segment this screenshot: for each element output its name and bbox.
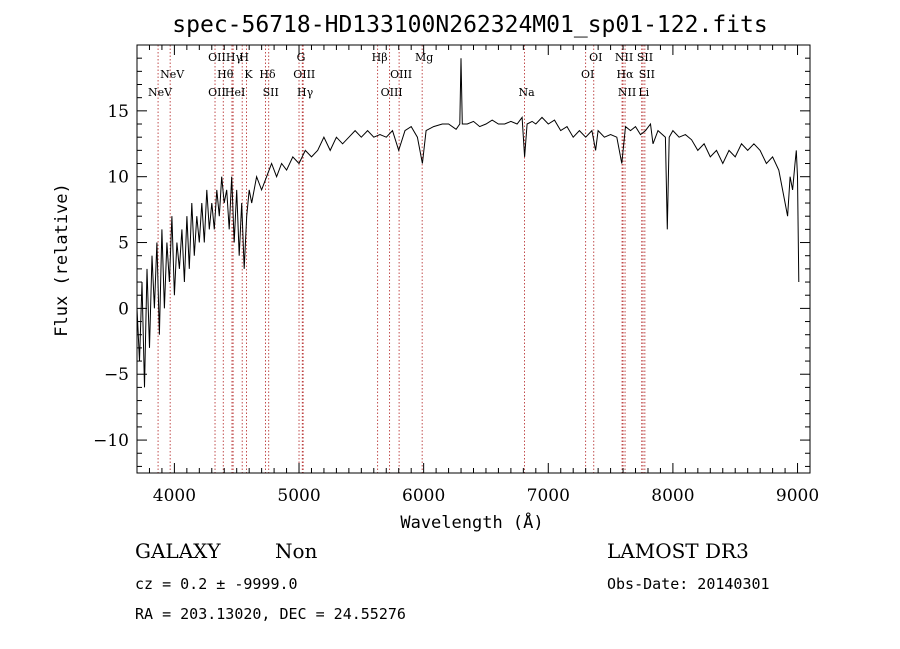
x-tick-label: 4000 [153,486,196,506]
line-label-3: OII [208,86,226,99]
y-axis-title: Flux (relative) [52,183,72,337]
line-label-13: Hγ [297,86,314,99]
x-axis-title: Wavelength (Å) [400,511,543,533]
redshift-readout: cz = 0.2 ± -9999.0 [135,575,298,593]
y-tick-label: 10 [107,168,129,188]
line-label-23: NII [618,86,636,99]
line-label-26: Li [638,86,649,99]
x-tick-label: 7000 [527,486,570,506]
line-label-12: OIII [293,68,315,81]
object-class: GALAXY [135,539,221,563]
line-label-4: Hθ [217,68,234,81]
emission-line-markers [157,45,646,473]
observation-date: Obs-Date: 20140301 [607,575,770,593]
y-tick-label: 0 [118,299,129,319]
line-label-24: SII [637,51,653,64]
y-axis-ticks: −10 −5 0 5 10 15 [93,44,810,467]
line-label-8: K [244,68,253,81]
line-label-1: NeV [160,68,185,81]
object-subclass: Non [275,539,318,563]
y-tick-label: 15 [107,102,129,122]
x-tick-label: 9000 [776,486,819,506]
y-tick-label: −10 [93,431,129,451]
y-tick-label: −5 [104,365,129,385]
spectrum-line [136,58,800,388]
line-label-25: SII [639,68,655,81]
plot-frame [136,44,811,474]
coordinates-readout: RA = 203.13020, DEC = 24.55276 [135,605,406,623]
line-label-19: OI [589,51,602,64]
x-axis-ticks: 4000 5000 6000 7000 8000 9000 [148,45,819,506]
line-label-16: OIII [381,86,403,99]
line-label-7: H [239,51,249,64]
x-tick-label: 5000 [277,486,320,506]
y-tick-label: 5 [118,234,129,254]
line-label-17: Mg [415,51,433,64]
line-label-0: NeV [148,86,173,99]
line-label-2: OII [208,51,226,64]
line-label-21: NII [615,51,633,64]
x-tick-label: 8000 [651,486,694,506]
line-label-22: Hα [617,68,635,81]
line-label-18: Na [519,86,536,99]
line-label-9: Hδ [259,68,276,81]
line-label-6: HeI [225,86,245,99]
line-label-20: OI [581,68,594,81]
line-label-14: Hβ [372,51,388,64]
line-label-15: OIII [390,68,412,81]
survey-name: LAMOST DR3 [607,539,749,563]
x-tick-label: 6000 [402,486,445,506]
line-label-10: SII [263,86,279,99]
chart-title: spec-56718-HD133100N262324M01_sp01-122.f… [172,12,767,38]
line-label-11: G [297,51,306,64]
line-label-5: Hγ [226,51,243,64]
